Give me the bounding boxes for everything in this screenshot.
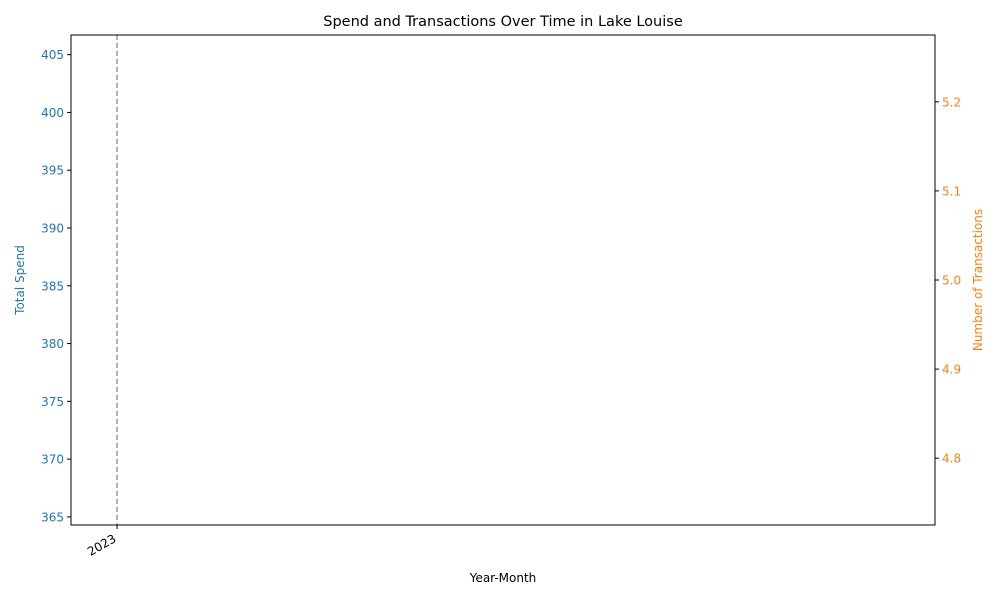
left-tick-label-4: 385 — [41, 279, 64, 293]
left-axis-ticks: 365 370 375 380 385 390 395 400 405 — [41, 48, 71, 524]
left-tick-label-6: 395 — [41, 164, 64, 178]
chart-title: Spend and Transactions Over Time in Lake… — [323, 14, 683, 30]
right-tick-label-3: 5.1 — [942, 184, 961, 198]
x-axis-ticks: 2023 — [85, 525, 119, 559]
left-tick-label-0: 365 — [41, 510, 64, 524]
right-tick-label-1: 4.9 — [942, 363, 961, 377]
left-tick-label-7: 400 — [41, 106, 64, 120]
left-tick-label-3: 380 — [41, 337, 64, 351]
x-axis-label: Year-Month — [469, 571, 537, 585]
right-tick-label-4: 5.2 — [942, 95, 961, 109]
left-tick-label-8: 405 — [41, 48, 64, 62]
left-axis-label: Total Spend — [13, 245, 27, 316]
right-axis-label: Number of Transactions — [971, 209, 985, 351]
right-tick-label-0: 4.8 — [942, 452, 961, 466]
x-tick-label-0: 2023 — [85, 531, 118, 558]
left-tick-label-1: 370 — [41, 453, 64, 467]
left-tick-label-2: 375 — [41, 395, 64, 409]
plot-frame — [70, 34, 936, 526]
plot-background — [71, 35, 935, 525]
left-tick-label-5: 390 — [41, 221, 64, 235]
right-tick-label-2: 5.0 — [942, 274, 961, 288]
right-axis-ticks: 4.8 4.9 5.0 5.1 5.2 — [935, 95, 961, 466]
